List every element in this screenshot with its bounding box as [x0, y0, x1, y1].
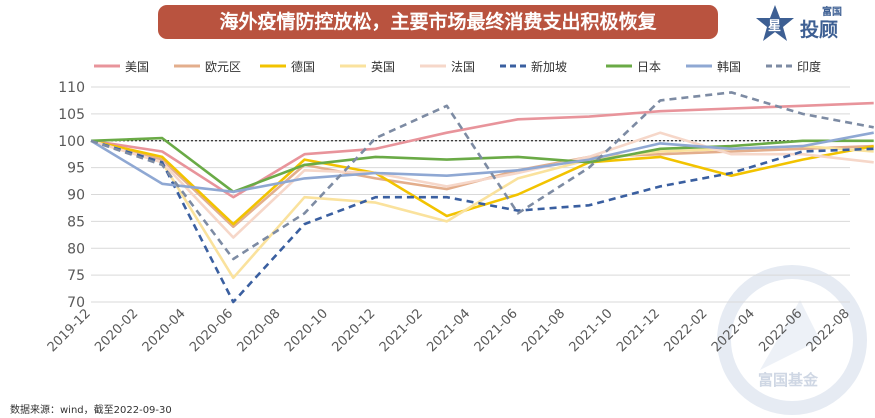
series-line-2 [90, 139, 874, 226]
legend: 美国 欧元区 德国 英国 法国 新加坡 日本 韩国 印度 [94, 59, 821, 74]
x-tick-label: 2021-10 [567, 306, 616, 355]
x-tick-label: 2021-06 [472, 306, 521, 355]
legend-label-5: 新加坡 [531, 59, 567, 74]
series-line-4 [90, 131, 874, 239]
legend-label-1: 欧元区 [205, 60, 241, 74]
x-tick-label: 2020-06 [187, 306, 236, 355]
y-tick-label: 70 [67, 295, 85, 311]
brand-star-char: 星 [768, 19, 781, 34]
x-tick-label: 2020-02 [92, 306, 141, 355]
y-tick-label: 105 [58, 107, 85, 123]
legend-label-2: 德国 [291, 59, 315, 74]
legend-label-4: 法国 [451, 60, 475, 74]
x-tick-label: 2020-08 [235, 306, 284, 355]
brand-top-text: 富国 [822, 7, 842, 18]
watermark-logo: 富国基金 [717, 265, 867, 415]
x-tick-label: 2021-08 [519, 306, 568, 355]
y-tick-label: 80 [67, 241, 85, 257]
x-tick-label: 2022-02 [661, 306, 710, 355]
x-tick-label: 2021-12 [614, 306, 663, 355]
gridlines [91, 86, 850, 303]
source-note: 数据来源：wind，截至2022-09-30 [10, 405, 172, 416]
series-lines [90, 91, 874, 304]
legend-label-6: 日本 [637, 60, 661, 74]
x-tick-label: 2020-12 [329, 306, 378, 355]
x-tick-label: 2021-04 [424, 306, 473, 355]
legend-label-7: 韩国 [717, 59, 741, 74]
chart-title: 海外疫情防控放松，主要市场最终消费支出积极恢复 [158, 5, 718, 39]
legend-label-8: 印度 [797, 59, 821, 74]
series-line-7 [90, 131, 874, 194]
series-line-6 [90, 136, 874, 194]
brand-name-text: 投顾 [800, 19, 839, 41]
y-axis-ticks: 70 75 80 85 90 95 100 105 110 [58, 80, 85, 311]
star-logo-icon: 星 [756, 5, 794, 41]
x-tick-label: 2021-02 [377, 306, 426, 355]
y-tick-label: 95 [67, 161, 85, 177]
legend-label-0: 美国 [125, 60, 149, 74]
legend-label-3: 英国 [371, 60, 395, 74]
x-tick-label: 2020-04 [140, 306, 189, 355]
y-tick-label: 75 [67, 268, 85, 284]
series-line-8 [90, 91, 874, 261]
series-line-5 [90, 139, 874, 304]
y-tick-label: 85 [67, 214, 85, 230]
x-tick-label: 2020-10 [282, 306, 331, 355]
y-tick-label: 90 [67, 188, 85, 204]
x-tick-label: 2019-12 [45, 306, 94, 355]
y-tick-label: 110 [58, 80, 85, 96]
y-tick-label: 100 [58, 134, 85, 150]
watermark-text: 富国基金 [758, 371, 819, 389]
